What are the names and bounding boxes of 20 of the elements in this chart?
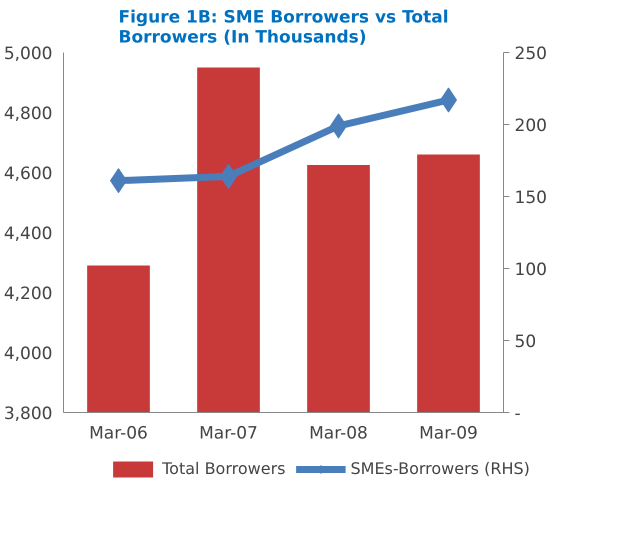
y-tick-label: 4,400 (4, 224, 53, 244)
y-tick-label: 4,200 (4, 284, 53, 304)
x-tick-label: Mar-09 (419, 424, 478, 444)
y-tick-label: 4,600 (4, 164, 53, 184)
y-tick-label: 5,000 (4, 44, 53, 64)
x-tick-label: Mar-08 (309, 424, 368, 444)
chart-title: Figure 1B: SME Borrowers vs Total Borrowers (In Thousands) (118, 8, 449, 48)
x-tick-label: Mar-07 (199, 424, 258, 444)
y-tick-label: 3,800 (4, 404, 53, 424)
y-tick-label: 4,000 (4, 344, 53, 364)
y-tick-label: 4,800 (4, 104, 53, 124)
y2-tick-label: 100 (514, 260, 547, 280)
y2-tick-label: - (514, 404, 521, 424)
y2-tick-label: 50 (514, 332, 536, 352)
y2-tick-label: 250 (514, 44, 547, 64)
y2-tick-label: 200 (514, 116, 547, 136)
legend-label: SMEs-Borrowers (RHS) (350, 459, 530, 478)
y2-tick-label: 150 (514, 188, 547, 208)
legend-label: Total Borrowers (162, 459, 286, 478)
x-tick-label: Mar-06 (89, 424, 148, 444)
